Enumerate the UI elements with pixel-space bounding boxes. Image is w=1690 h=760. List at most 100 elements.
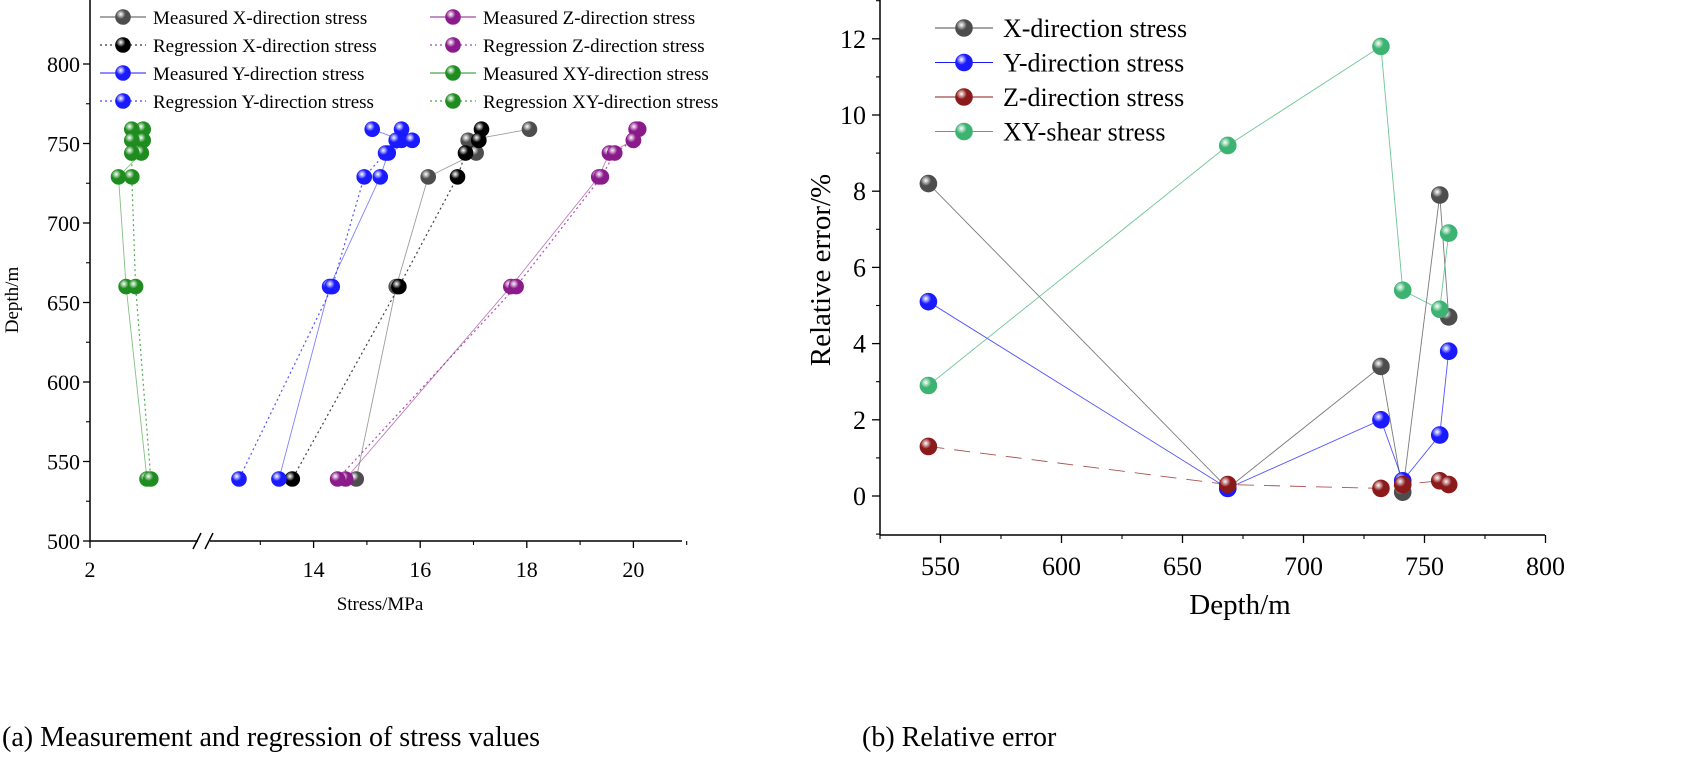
relative-error-chart: 0 2 4 6 8 10 12 550 600 650 700 750 800 Depth/m Relati…: [805, 0, 1565, 621]
data-point: [329, 471, 346, 487]
data-point: [919, 376, 938, 395]
legend-marker: [115, 37, 131, 53]
data-point: [124, 145, 140, 161]
series-line-2: [928, 301, 1450, 489]
data-point: [372, 169, 389, 185]
data-point: [420, 169, 436, 185]
y-tick-label: 4: [853, 330, 866, 359]
x-axis-label: Stress/MPa: [337, 594, 424, 615]
legend-a: Measured X-direction stress Regression X-…: [100, 8, 718, 113]
caption-b: (b) Relative error: [862, 722, 1057, 753]
data-point: [1393, 475, 1412, 494]
data-point: [1430, 426, 1449, 444]
data-point: [1439, 475, 1458, 494]
legend-label: Y-direction stress: [1003, 49, 1184, 78]
data-point: [1430, 300, 1449, 319]
data-point: [364, 121, 381, 137]
data-point: [124, 169, 140, 185]
data-point: [508, 278, 524, 295]
legend-label: X-direction stress: [1003, 14, 1187, 43]
legend-marker: [955, 19, 973, 37]
data-point: [1393, 281, 1412, 300]
data-point: [127, 278, 144, 295]
y-tick-label: 700: [47, 211, 80, 236]
data-point: [1439, 342, 1458, 361]
legend-marker: [115, 9, 131, 25]
series-line-2: [291, 129, 483, 480]
x-tick-label: 600: [1042, 552, 1081, 581]
x-axis-label: Depth/m: [1189, 589, 1291, 621]
series-line-1: [928, 183, 1450, 493]
legend-marker: [115, 65, 131, 81]
legend-marker: [955, 122, 973, 141]
data-point: [1372, 357, 1390, 376]
data-point: [449, 169, 466, 185]
stress-chart: 500 550 600 650 700 750 800 2 14 16 18 20 Stress/MPa…: [2, 0, 718, 615]
data-point: [606, 145, 623, 161]
y-tick-label: 600: [47, 370, 80, 395]
legend-marker: [445, 65, 461, 81]
x-tick-label: 650: [1163, 552, 1202, 581]
data-point: [1218, 136, 1237, 155]
legend-b: X-direction stress Y-direction stress Z-di…: [935, 14, 1187, 147]
data-point: [521, 121, 538, 137]
x-tick-label: 700: [1284, 552, 1323, 581]
data-point: [271, 471, 287, 487]
series-line-8: [131, 129, 152, 480]
series-line-3: [928, 446, 1449, 489]
legend-label: Z-direction stress: [1003, 83, 1184, 112]
legend-marker: [955, 88, 973, 106]
legend-label: Regression X-direction stress: [153, 36, 377, 57]
series-line-4: [928, 45, 1450, 386]
y-tick-label: 12: [840, 25, 866, 54]
data-point: [1439, 224, 1458, 242]
legend-marker: [445, 9, 461, 25]
legend-label: Measured XY-direction stress: [483, 64, 709, 85]
x-tick-label: 800: [1526, 552, 1565, 581]
y-tick-label: 6: [853, 253, 866, 282]
y-tick-label: 500: [47, 529, 80, 554]
legend-marker: [115, 93, 131, 109]
x-tick-label: 750: [1405, 552, 1444, 581]
caption-a: (a) Measurement and regression of stress…: [2, 722, 541, 753]
data-point: [377, 145, 394, 161]
y-axis-label: Relative error/%: [805, 174, 837, 366]
legend-marker: [445, 93, 461, 109]
y-tick-label: 550: [47, 450, 80, 475]
data-point: [919, 174, 938, 193]
data-point: [324, 278, 341, 295]
y-tick-label: 800: [47, 52, 80, 77]
data-point: [1372, 479, 1390, 498]
x-tick-label: 20: [622, 557, 644, 582]
data-point: [457, 145, 474, 161]
data-point: [471, 132, 487, 149]
x-tick-label: 16: [409, 557, 431, 582]
data-point: [231, 471, 247, 487]
axis-break-mark: [192, 532, 202, 550]
y-axis-label: Depth/m: [2, 267, 23, 334]
data-point: [143, 471, 159, 487]
legend-label: Regression XY-direction stress: [483, 92, 718, 113]
data-point: [625, 132, 642, 149]
y-tick-label: 0: [853, 482, 866, 511]
legend-label: Regression Y-direction stress: [153, 92, 374, 113]
axis-break-mark: [204, 532, 214, 550]
data-point: [593, 169, 610, 185]
legend-label: Measured Z-direction stress: [483, 8, 695, 29]
legend-marker: [955, 53, 973, 72]
data-point: [1218, 475, 1237, 494]
data-point: [284, 471, 301, 487]
legend-label: Regression Z-direction stress: [483, 36, 705, 57]
x-tick-label: 14: [303, 557, 325, 582]
x-tick-label: 2: [85, 557, 96, 582]
y-tick-label: 8: [853, 177, 866, 206]
x-tick-label: 550: [921, 552, 960, 581]
data-point: [356, 169, 373, 185]
y-tick-label: 650: [47, 291, 80, 316]
data-point: [391, 278, 407, 295]
y-tick-label: 10: [840, 101, 866, 130]
y-tick-label: 2: [853, 406, 866, 435]
legend-label: XY-shear stress: [1003, 118, 1165, 147]
data-point: [388, 132, 405, 149]
data-point: [110, 169, 127, 185]
